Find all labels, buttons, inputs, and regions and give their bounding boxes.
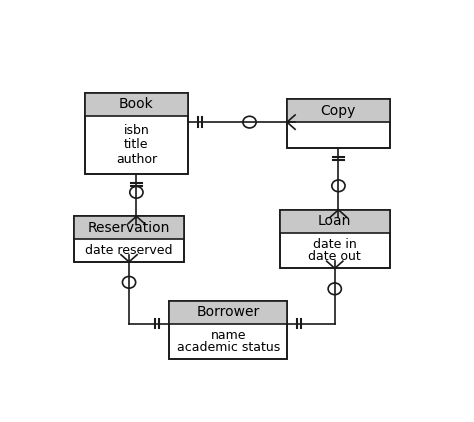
Bar [169, 301, 287, 360]
Bar [85, 93, 188, 174]
Bar [74, 216, 184, 239]
Bar [287, 100, 390, 148]
Text: Loan: Loan [318, 214, 351, 228]
Bar [85, 93, 188, 116]
Bar [169, 301, 287, 324]
Bar [85, 93, 188, 174]
Text: author: author [116, 153, 157, 166]
Text: Copy: Copy [321, 104, 356, 118]
Bar [74, 216, 184, 262]
Text: Borrower: Borrower [197, 305, 260, 319]
Bar [169, 301, 287, 360]
Text: Book: Book [119, 97, 154, 111]
Text: name: name [210, 329, 246, 342]
Bar [280, 210, 390, 268]
Bar [287, 100, 390, 148]
Bar [287, 99, 390, 122]
Bar [280, 210, 390, 268]
Bar [74, 216, 184, 262]
Bar [280, 210, 390, 233]
Text: date in: date in [313, 238, 356, 251]
Text: academic status: academic status [177, 341, 280, 354]
Text: isbn: isbn [124, 124, 149, 137]
Text: date reserved: date reserved [85, 244, 173, 257]
Text: Reservation: Reservation [88, 221, 170, 235]
Text: date out: date out [309, 250, 361, 263]
Text: title: title [124, 138, 149, 151]
